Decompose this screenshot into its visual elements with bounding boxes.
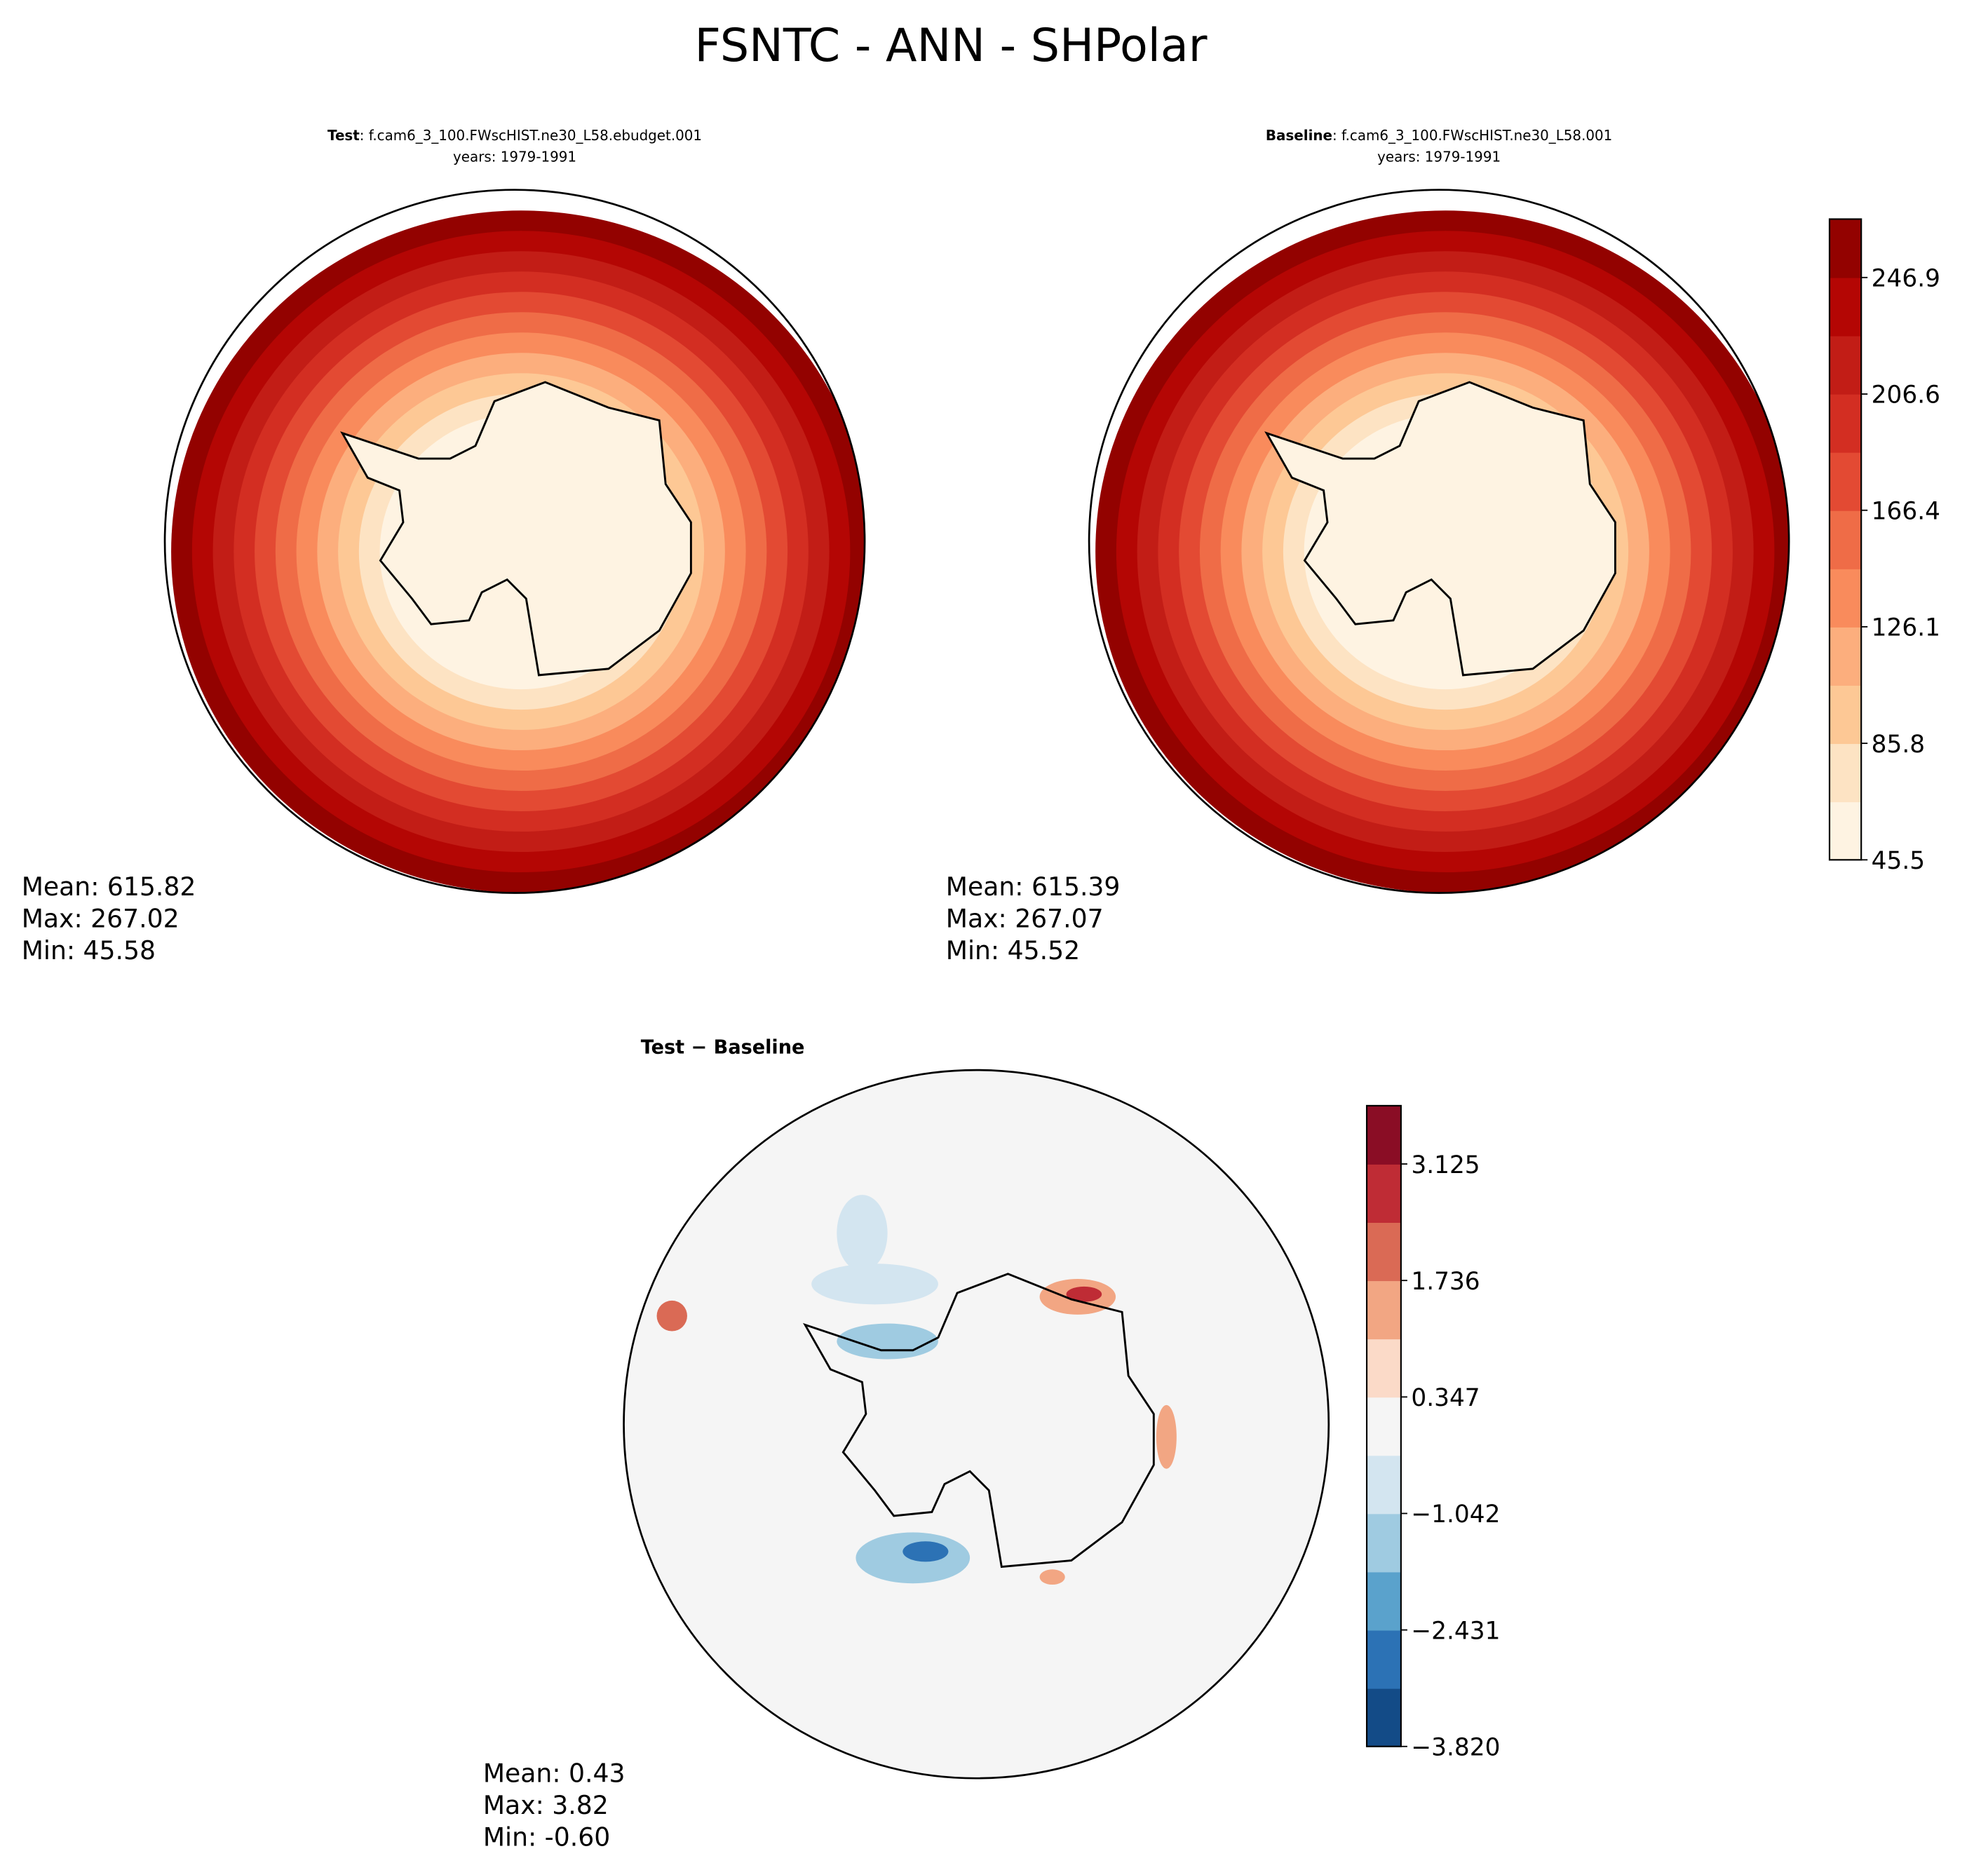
colorbar-band <box>1829 568 1862 628</box>
map-background <box>623 1070 1329 1779</box>
map-frame <box>1088 189 1790 894</box>
panel-title-text: : f.cam6_3_100.FWscHIST.ne30_L58.ebudget… <box>360 128 702 144</box>
colorbar-band <box>1829 685 1862 745</box>
panel-title: Test: f.cam6_3_100.FWscHIST.ne30_L58.ebu… <box>327 128 702 144</box>
map-panel: Baseline: f.cam6_3_100.FWscHIST.ne30_L58… <box>946 128 1940 966</box>
colorbar-tick-label: 206.6 <box>1872 381 1940 409</box>
colorbar-band <box>1367 1164 1401 1224</box>
stat-text: Max: 267.07 <box>946 904 1104 934</box>
colorbar-tick-label: −1.042 <box>1411 1500 1500 1529</box>
colorbar-band <box>1367 1513 1401 1573</box>
colorbar-band <box>1367 1455 1401 1515</box>
contour-blob <box>811 1263 938 1305</box>
panel-title-bold: Baseline <box>1266 128 1332 144</box>
colorbar-band <box>1367 1397 1401 1456</box>
colorbar-tick-label: 166.4 <box>1872 497 1940 525</box>
contour-blob <box>656 1300 687 1332</box>
colorbar-band <box>1829 335 1862 395</box>
colorbar-band <box>1829 801 1862 861</box>
colorbar-tick-label: 45.5 <box>1872 847 1925 875</box>
contour-blob <box>902 1541 949 1562</box>
colorbar-band <box>1829 743 1862 803</box>
stat-text: Mean: 0.43 <box>483 1759 626 1789</box>
colorbar-frame <box>1365 1104 1402 1747</box>
colorbar-tick-label: 126.1 <box>1872 614 1940 642</box>
colorbar-band <box>1367 1688 1401 1747</box>
stat-text: Mean: 615.82 <box>22 872 196 902</box>
panel-subtitle: years: 1979-1991 <box>453 149 576 165</box>
colorbar-band <box>1829 627 1862 686</box>
stat-text: Mean: 615.39 <box>946 872 1121 902</box>
stat-text: Min: -0.60 <box>483 1822 610 1852</box>
map-frame <box>623 1069 1330 1780</box>
contour-blob <box>1066 1286 1102 1302</box>
panel-title: Test − Baseline <box>641 1036 805 1058</box>
colorbar-tick-label: −3.820 <box>1411 1733 1500 1761</box>
colorbar-band <box>1367 1105 1401 1165</box>
colorbar-tick-label: −2.431 <box>1411 1617 1500 1645</box>
colorbar-band <box>1367 1630 1401 1689</box>
colorbar-tick-label: 85.8 <box>1872 731 1925 759</box>
stat-text: Min: 45.52 <box>946 935 1080 966</box>
colorbar-band <box>1367 1571 1401 1631</box>
colorbar-band <box>1829 393 1862 453</box>
stat-text: Max: 3.82 <box>483 1790 609 1820</box>
colorbar-tick-label: 246.9 <box>1872 264 1940 292</box>
colorbar-tick-label: 0.347 <box>1411 1384 1480 1412</box>
colorbar-frame <box>1828 218 1862 861</box>
panel-title-bold: Test <box>327 128 360 144</box>
contour-blob <box>837 1195 888 1272</box>
panel-title: Baseline: f.cam6_3_100.FWscHIST.ne30_L58… <box>1266 128 1612 144</box>
colorbar-band <box>1829 277 1862 337</box>
contour-blob <box>1039 1569 1065 1585</box>
contour-blob <box>1156 1404 1177 1469</box>
panel-subtitle: years: 1979-1991 <box>1377 149 1501 165</box>
panel-title-text: : f.cam6_3_100.FWscHIST.ne30_L58.001 <box>1332 128 1612 144</box>
colorbar-band <box>1829 219 1862 278</box>
colorbar-tick-label: 3.125 <box>1411 1151 1480 1179</box>
map-panel: Test: f.cam6_3_100.FWscHIST.ne30_L58.ebu… <box>22 128 866 966</box>
map-field <box>1095 210 1790 893</box>
colorbar-tick-label: 1.736 <box>1411 1268 1480 1296</box>
colorbar-band <box>1367 1222 1401 1282</box>
map-field <box>623 1070 1329 1779</box>
colorbar-band <box>1829 452 1862 511</box>
stat-text: Min: 45.58 <box>22 935 156 966</box>
colorbar-band <box>1829 510 1862 569</box>
figure-title: FSNTC - ANN - SHPolar <box>695 19 1208 72</box>
stat-text: Max: 267.02 <box>22 904 180 934</box>
map-frame <box>163 189 866 894</box>
colorbar-band <box>1367 1280 1401 1340</box>
colorbar-band <box>1367 1339 1401 1398</box>
map-field <box>171 210 865 893</box>
